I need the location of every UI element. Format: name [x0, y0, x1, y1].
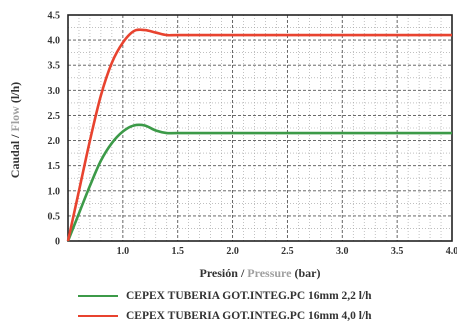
legend: CEPEX TUBERIA GOT.INTEG.PC 16mm 2,2 l/h … [78, 286, 372, 326]
legend-item-4-0: CEPEX TUBERIA GOT.INTEG.PC 16mm 4,0 l/h [78, 306, 372, 326]
y-tick-labels: 0 0.5 1.0 1.5 2.0 2.5 3.0 3.5 4.0 4.5 [48, 11, 61, 248]
y-axis-title: Caudal / Flow (l/h) [8, 82, 22, 178]
y-axis-title-sep: / [8, 131, 22, 140]
x-tick-label: 3.0 [336, 246, 349, 257]
y-axis-title-en: Flow [8, 106, 22, 132]
x-tick-label: 2.5 [281, 246, 294, 257]
y-tick-label: 4.0 [48, 36, 61, 47]
x-axis-title: Presión / Pressure (bar) [199, 266, 320, 280]
y-axis-title-unit: (l/h) [8, 82, 22, 106]
x-tick-label: 2.0 [226, 246, 239, 257]
y-tick-label: 3.5 [48, 61, 61, 72]
x-axis-title-unit: (bar) [292, 266, 321, 280]
legend-swatch-red [78, 315, 118, 317]
series-layer [66, 28, 452, 242]
x-tick-label: 3.5 [391, 246, 404, 257]
y-tick-label: 4.5 [48, 11, 61, 22]
y-tick-label: 0 [55, 237, 60, 248]
x-axis-title-en: Pressure [247, 266, 292, 280]
plot-frame [67, 14, 453, 242]
y-tick-label: 1.5 [48, 161, 61, 172]
y-tick-label: 0.5 [48, 211, 61, 222]
x-axis-title-es: Presión [199, 266, 238, 280]
legend-swatch-green [78, 295, 118, 297]
y-axis-title-es: Caudal [8, 140, 22, 178]
series-line-4-0-lh [66, 28, 452, 242]
x-tick-label: 1.0 [117, 246, 130, 257]
y-tick-label: 2.5 [48, 111, 61, 122]
x-tick-label: 4.0 [446, 246, 457, 257]
x-axis-title-sep: / [238, 266, 247, 280]
x-tick-label: 1.5 [171, 246, 184, 257]
series-line-2-2-lh [66, 123, 452, 242]
legend-item-2-2: CEPEX TUBERIA GOT.INTEG.PC 16mm 2,2 l/h [78, 286, 372, 306]
y-tick-label: 3.0 [48, 86, 61, 97]
legend-label-2-2: CEPEX TUBERIA GOT.INTEG.PC 16mm 2,2 l/h [126, 290, 372, 302]
y-tick-label: 2.0 [48, 136, 61, 147]
grid-lines [68, 15, 452, 241]
legend-label-4-0: CEPEX TUBERIA GOT.INTEG.PC 16mm 4,0 l/h [126, 310, 372, 322]
x-tick-labels: 1.0 1.5 2.0 2.5 3.0 3.5 4.0 [117, 246, 457, 257]
y-tick-label: 1.0 [48, 186, 61, 197]
